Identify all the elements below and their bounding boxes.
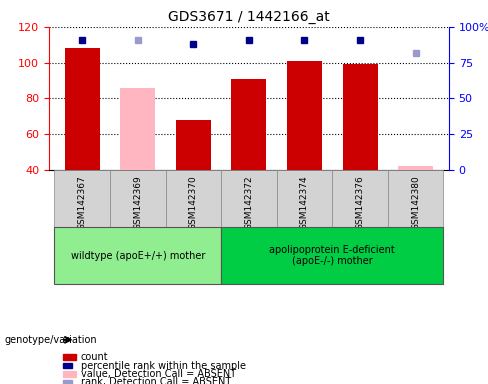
FancyBboxPatch shape bbox=[277, 170, 332, 227]
Text: GSM142367: GSM142367 bbox=[78, 175, 87, 230]
FancyBboxPatch shape bbox=[388, 170, 444, 227]
FancyBboxPatch shape bbox=[165, 170, 221, 227]
Bar bbox=[231, 79, 266, 170]
Bar bbox=[343, 65, 378, 170]
Text: rank, Detection Call = ABSENT: rank, Detection Call = ABSENT bbox=[81, 377, 231, 384]
Bar bbox=[398, 166, 433, 170]
Text: GSM142372: GSM142372 bbox=[244, 175, 253, 230]
FancyBboxPatch shape bbox=[110, 170, 165, 227]
Text: GSM142380: GSM142380 bbox=[411, 175, 420, 230]
Text: value, Detection Call = ABSENT: value, Detection Call = ABSENT bbox=[81, 369, 236, 379]
Text: percentile rank within the sample: percentile rank within the sample bbox=[81, 361, 245, 371]
Bar bbox=[64, 48, 100, 170]
Bar bbox=[287, 61, 322, 170]
Bar bbox=[176, 120, 211, 170]
Text: GSM142369: GSM142369 bbox=[133, 175, 142, 230]
FancyBboxPatch shape bbox=[221, 227, 444, 284]
Text: apolipoprotein E-deficient
(apoE-/-) mother: apolipoprotein E-deficient (apoE-/-) mot… bbox=[269, 245, 395, 266]
Text: genotype/variation: genotype/variation bbox=[5, 335, 98, 345]
Text: wildtype (apoE+/+) mother: wildtype (apoE+/+) mother bbox=[71, 251, 205, 261]
Text: GSM142376: GSM142376 bbox=[356, 175, 365, 230]
Text: count: count bbox=[81, 352, 108, 362]
Bar bbox=[120, 88, 155, 170]
FancyBboxPatch shape bbox=[332, 170, 388, 227]
Text: GSM142374: GSM142374 bbox=[300, 175, 309, 230]
FancyBboxPatch shape bbox=[54, 227, 221, 284]
FancyBboxPatch shape bbox=[221, 170, 277, 227]
Text: GSM142370: GSM142370 bbox=[189, 175, 198, 230]
FancyBboxPatch shape bbox=[54, 170, 110, 227]
Title: GDS3671 / 1442166_at: GDS3671 / 1442166_at bbox=[168, 10, 330, 25]
